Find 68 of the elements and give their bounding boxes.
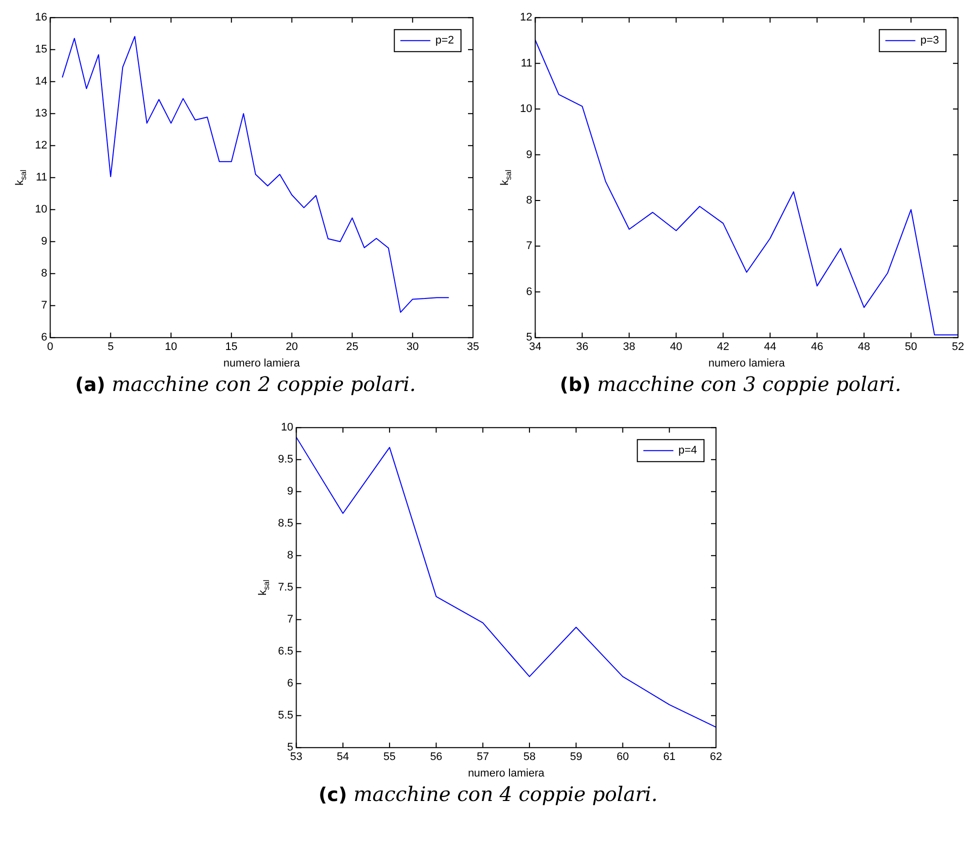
y-tick-label: 10	[520, 103, 532, 116]
y-tick-label: 10	[34, 204, 48, 216]
y-tick-label: 15	[34, 44, 48, 56]
x-axis-title: numero lamiera	[467, 767, 545, 780]
x-tick-label: 58	[522, 751, 536, 764]
x-tick-label: 5	[108, 341, 114, 354]
x-tick-label: 35	[466, 341, 480, 354]
y-tick-label: 9	[526, 148, 532, 161]
x-axis-title: numero lamiera	[223, 357, 301, 370]
x-tick-label: 42	[717, 341, 730, 354]
y-tick-label: 8	[286, 550, 293, 562]
legend-label: p=3	[920, 34, 940, 47]
y-tick-label: 8	[41, 268, 48, 280]
x-tick-label: 38	[623, 341, 636, 354]
x-tick-label: 34	[529, 341, 542, 354]
x-tick-label: 0	[47, 341, 54, 354]
y-tick-label: 6.5	[277, 646, 293, 658]
x-tick-label: 20	[286, 341, 298, 354]
y-tick-label: 14	[34, 76, 48, 88]
y-axis-title: ksal	[499, 170, 514, 186]
y-axis-title: ksal	[256, 580, 271, 596]
y-tick-label: 9.5	[277, 454, 293, 466]
y-tick-label: 7	[286, 614, 293, 626]
x-tick-label: 48	[858, 341, 870, 354]
x-tick-label: 59	[569, 751, 582, 764]
text: (a) macchine con 2 coppie polari.	[75, 372, 416, 396]
y-tick-label: 7.5	[277, 582, 293, 594]
y-tick-label: 12	[34, 140, 48, 152]
y-axis-title: ksal	[14, 170, 28, 186]
y-tick-label: 6	[286, 678, 293, 690]
legend-label: p=2	[435, 34, 454, 47]
x-tick-label: 53	[290, 751, 302, 764]
x-tick-label: 30	[406, 341, 419, 354]
y-tick-label: 11	[520, 57, 532, 70]
x-tick-label: 25	[346, 341, 358, 354]
x-tick-label: 61	[662, 751, 675, 764]
x-tick-label: 36	[576, 341, 588, 354]
y-tick-label: 13	[34, 108, 48, 120]
text: (c) macchine con 4 coppie polari.	[318, 782, 658, 806]
x-axis-title: numero lamiera	[708, 357, 786, 370]
x-tick-label: 50	[904, 341, 918, 354]
x-tick-label: 44	[764, 341, 776, 354]
y-tick-label: 7	[41, 300, 48, 312]
x-tick-label: 57	[476, 751, 488, 764]
y-tick-label: 6	[526, 286, 532, 298]
text: (b) macchine con 3 coppie polari.	[560, 372, 902, 396]
y-tick-label: 9	[286, 486, 293, 498]
y-tick-label: 11	[36, 172, 48, 184]
x-tick-label: 10	[164, 341, 178, 354]
y-tick-label: 8	[526, 194, 532, 206]
y-tick-label: 12	[520, 12, 532, 24]
y-tick-label: 6	[41, 332, 48, 344]
x-tick-label: 62	[709, 751, 722, 764]
y-tick-label: 10	[280, 422, 293, 434]
y-tick-label: 7	[526, 240, 532, 252]
y-tick-label: 5.5	[277, 710, 293, 722]
x-tick-label: 40	[670, 341, 682, 354]
x-tick-label: 60	[616, 751, 628, 764]
x-tick-label: 52	[952, 341, 964, 354]
x-tick-label: 46	[810, 341, 824, 354]
y-tick-label: 16	[34, 12, 48, 24]
x-tick-label: 56	[430, 751, 442, 764]
x-tick-label: 15	[225, 341, 238, 354]
y-tick-label: 9	[41, 236, 48, 248]
x-tick-label: 55	[382, 751, 396, 764]
x-tick-label: 54	[336, 751, 349, 764]
legend-label: p=4	[678, 444, 697, 457]
y-tick-label: 8.5	[277, 518, 293, 530]
